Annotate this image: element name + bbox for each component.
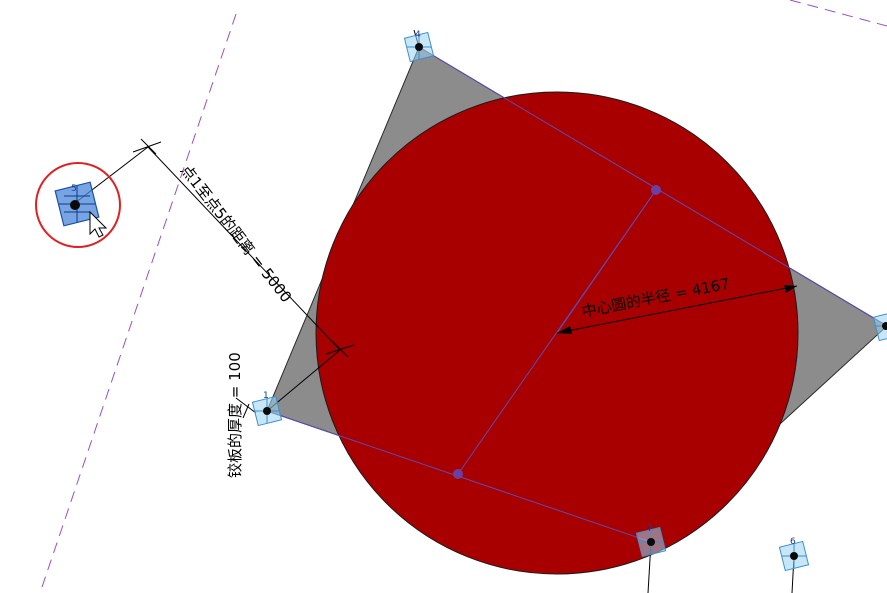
- point-7[interactable]: 7: [635, 524, 667, 593]
- point-5-label: 5: [71, 184, 77, 194]
- guide-midpoint-top[interactable]: [651, 185, 661, 195]
- point-7-label: 7: [647, 524, 653, 534]
- point-4[interactable]: 4: [403, 29, 435, 63]
- distance-dimension-label[interactable]: 点1至点5的距离 = 5000: [177, 161, 295, 306]
- selection-highlight-ring: [35, 162, 121, 248]
- point-5[interactable]: 5: [35, 162, 121, 248]
- thickness-dimension-label[interactable]: 铰板的厚度 = 100: [226, 352, 244, 478]
- guide-midpoint-bottom[interactable]: [453, 469, 463, 479]
- point-4-label: 4: [415, 30, 421, 40]
- reference-line-left: [39, 13, 237, 593]
- reference-line-top-right: [789, 0, 887, 27]
- point-1-label: 1: [263, 391, 269, 401]
- point-1[interactable]: 1: [251, 391, 283, 427]
- point-6[interactable]: 6: [778, 537, 810, 593]
- point-8[interactable]: [872, 310, 887, 342]
- mouse-cursor-icon: [89, 210, 108, 238]
- thickness-dimension[interactable]: [235, 397, 257, 419]
- point-6-label: 6: [790, 537, 796, 547]
